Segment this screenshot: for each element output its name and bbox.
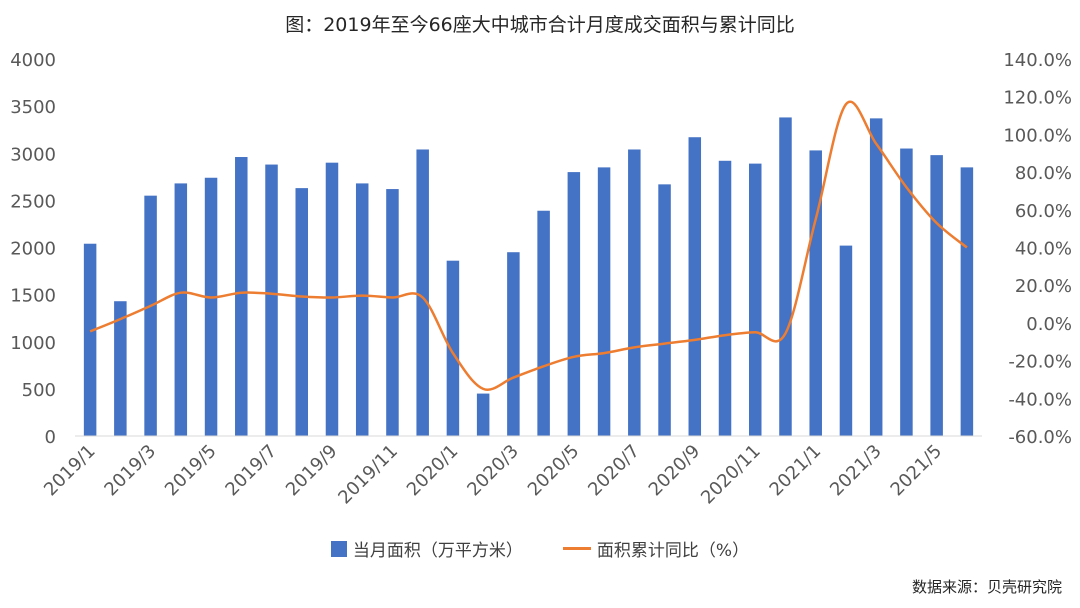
bar xyxy=(83,243,97,436)
x-tick-label: 2020/11 xyxy=(697,441,765,509)
y-right-tick-label: 80.0% xyxy=(1015,163,1072,184)
bar xyxy=(688,137,702,437)
bar xyxy=(839,245,853,436)
y-left-tick-label: 2000 xyxy=(10,239,56,260)
y-right-tick-label: -40.0% xyxy=(1008,389,1072,410)
bar xyxy=(628,149,641,437)
y-right-tick-label: 120.0% xyxy=(1003,88,1072,109)
x-tick-label: 2019/1 xyxy=(40,441,100,501)
bar xyxy=(930,155,943,436)
bar xyxy=(355,183,369,436)
x-tick-label: 2019/7 xyxy=(221,441,281,501)
bar xyxy=(869,118,883,436)
legend-swatch-line xyxy=(562,547,591,550)
legend-label-area: 当月面积（万平方米） xyxy=(352,541,523,561)
x-tick-label: 2020/7 xyxy=(584,441,644,501)
yoy-line xyxy=(89,100,968,391)
y-right-tick-label: -60.0% xyxy=(1008,427,1072,448)
x-tick-label: 2020/9 xyxy=(645,441,705,501)
right-axis: -60.0% -40.0% -20.0% 0.0% 20.0% 40.0% 60.0% 80.… xyxy=(1003,50,1072,448)
line-series xyxy=(89,100,968,391)
y-right-tick-label: 0.0% xyxy=(1026,314,1072,335)
bar xyxy=(204,177,218,436)
y-left-tick-label: 4000 xyxy=(10,50,56,71)
bar xyxy=(658,184,671,436)
bar xyxy=(386,189,399,436)
x-tick-label: 2021/5 xyxy=(887,441,947,501)
bar xyxy=(265,164,278,436)
bar xyxy=(567,172,581,436)
x-tick-label: 2021/3 xyxy=(826,441,886,501)
bar xyxy=(235,157,248,436)
y-left-tick-label: 3000 xyxy=(10,144,56,165)
x-tick-label: 2021/1 xyxy=(766,441,826,501)
x-tick-label: 2020/3 xyxy=(463,441,523,501)
bar xyxy=(960,167,974,436)
y-right-tick-label: 140.0% xyxy=(1003,50,1072,71)
bar xyxy=(325,162,339,437)
y-left-tick-label: 500 xyxy=(22,380,56,401)
bar xyxy=(809,150,822,437)
y-right-tick-label: 40.0% xyxy=(1015,239,1072,260)
chart-title: 图：2019年至今66座大中城市合计月度成交面积与累计同比 xyxy=(285,14,795,36)
x-tick-label: 2019/9 xyxy=(282,441,342,501)
y-left-tick-label: 2500 xyxy=(10,191,56,212)
y-left-tick-label: 1500 xyxy=(10,286,56,307)
left-axis: 0 500 1000 1500 2000 2500 3000 3500 4000 xyxy=(10,50,56,448)
bar xyxy=(144,195,157,436)
legend-swatch-bar xyxy=(330,540,347,557)
bar xyxy=(416,149,429,437)
bar xyxy=(749,163,762,436)
bar xyxy=(597,167,611,436)
bar xyxy=(900,148,913,436)
bar-series xyxy=(75,117,982,437)
legend-label-yoy: 面积累计同比（%） xyxy=(596,541,750,561)
bar xyxy=(446,260,460,436)
legend-item-yoy: 面积累计同比（%） xyxy=(562,536,750,561)
bar xyxy=(718,160,732,437)
bar xyxy=(174,183,188,436)
bar xyxy=(295,188,308,436)
bar xyxy=(779,117,792,436)
legend-item-area: 当月面积（万平方米） xyxy=(330,536,523,561)
bar xyxy=(537,210,550,436)
legend: 当月面积（万平方米） 面积累计同比（%） xyxy=(0,536,1080,561)
bar xyxy=(507,252,520,436)
x-tick-label: 2019/11 xyxy=(334,441,402,509)
y-left-tick-label: 1000 xyxy=(10,333,56,354)
y-left-tick-label: 3500 xyxy=(10,97,56,118)
y-right-tick-label: 100.0% xyxy=(1003,125,1072,146)
x-tick-label: 2019/3 xyxy=(100,441,160,501)
y-right-tick-label: 20.0% xyxy=(1015,276,1072,297)
y-right-tick-label: -20.0% xyxy=(1008,352,1072,373)
source-note: 数据来源：贝壳研究院 xyxy=(911,578,1062,596)
bar xyxy=(114,301,127,436)
x-tick-label: 2020/5 xyxy=(524,441,584,501)
y-left-tick-label: 0 xyxy=(45,427,56,448)
x-tick-label: 2019/5 xyxy=(161,441,221,501)
y-right-tick-label: 60.0% xyxy=(1015,201,1072,222)
x-tick-label: 2020/1 xyxy=(403,441,463,501)
bar xyxy=(476,393,490,436)
